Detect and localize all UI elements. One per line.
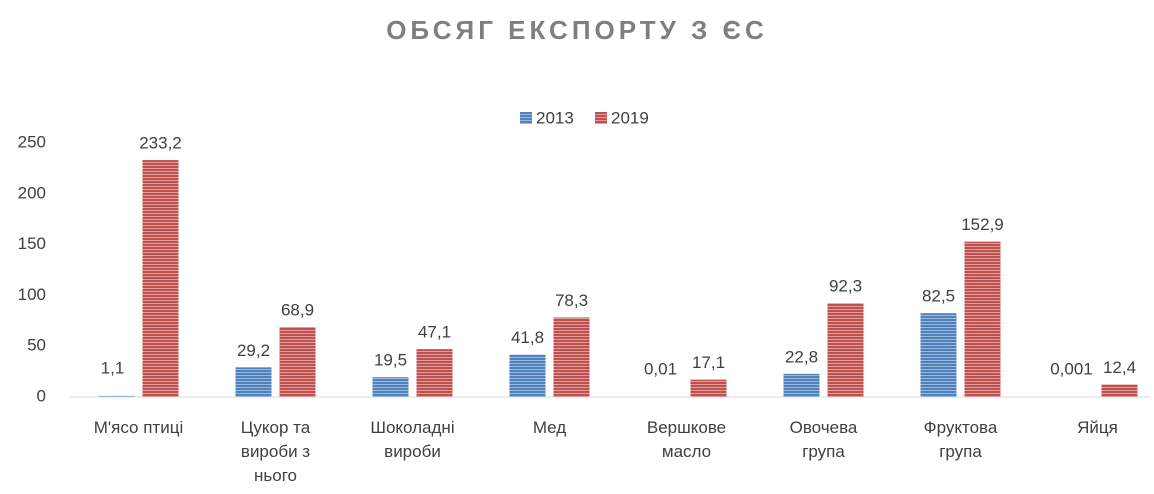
data-label: 12,4 xyxy=(1103,358,1136,377)
bar xyxy=(920,313,957,397)
legend-swatch xyxy=(520,112,532,124)
x-tick-label: Цукор та вироби з нього xyxy=(240,418,311,485)
data-label: 17,1 xyxy=(692,353,725,372)
x-tick-label: Фруктова група xyxy=(923,418,998,461)
data-label: 82,5 xyxy=(922,287,955,306)
bar xyxy=(827,303,864,397)
y-tick-label: 100 xyxy=(18,285,46,304)
x-tick-label: Мед xyxy=(532,418,567,437)
y-tick-label: 150 xyxy=(18,234,46,253)
data-label: 0,01 xyxy=(644,359,677,378)
data-label: 29,2 xyxy=(237,341,270,360)
legend-label: 2013 xyxy=(536,108,574,127)
x-tick-label: Вершкове масло xyxy=(646,418,727,461)
bar xyxy=(98,395,135,397)
y-tick-label: 0 xyxy=(37,386,46,405)
bar xyxy=(964,241,1001,397)
data-label: 22,8 xyxy=(785,347,818,366)
data-label: 19,5 xyxy=(374,351,407,370)
data-label: 68,9 xyxy=(281,300,314,319)
x-tick-label: Яйця xyxy=(1077,418,1118,437)
y-tick-label: 250 xyxy=(18,132,46,151)
bar xyxy=(279,326,316,397)
data-label: 233,2 xyxy=(139,134,182,153)
bar xyxy=(1101,384,1138,397)
bar xyxy=(690,379,727,397)
bar xyxy=(783,373,820,397)
legend-label: 2019 xyxy=(611,108,649,127)
data-label: 47,1 xyxy=(418,323,451,342)
chart-title: ОБСЯГ ЕКСПОРТУ З ЄС xyxy=(386,15,768,45)
x-tick-label: Овочева група xyxy=(789,418,858,461)
bar xyxy=(509,354,546,397)
data-label: 41,8 xyxy=(511,328,544,347)
data-label: 92,3 xyxy=(829,277,862,296)
data-label: 1,1 xyxy=(101,358,125,377)
x-tick-label: М'ясо птиці xyxy=(93,418,184,437)
bar xyxy=(416,349,453,397)
bar xyxy=(372,377,409,397)
bar xyxy=(142,160,179,397)
y-tick-label: 200 xyxy=(18,183,46,202)
data-label: 152,9 xyxy=(961,215,1004,234)
x-tick-label: Шоколадні вироби xyxy=(370,418,455,461)
legend-swatch xyxy=(595,112,607,124)
y-tick-label: 50 xyxy=(27,336,46,355)
bar xyxy=(235,367,272,397)
data-label: 78,3 xyxy=(555,291,588,310)
bar xyxy=(553,317,590,397)
data-label: 0,001 xyxy=(1050,359,1093,378)
